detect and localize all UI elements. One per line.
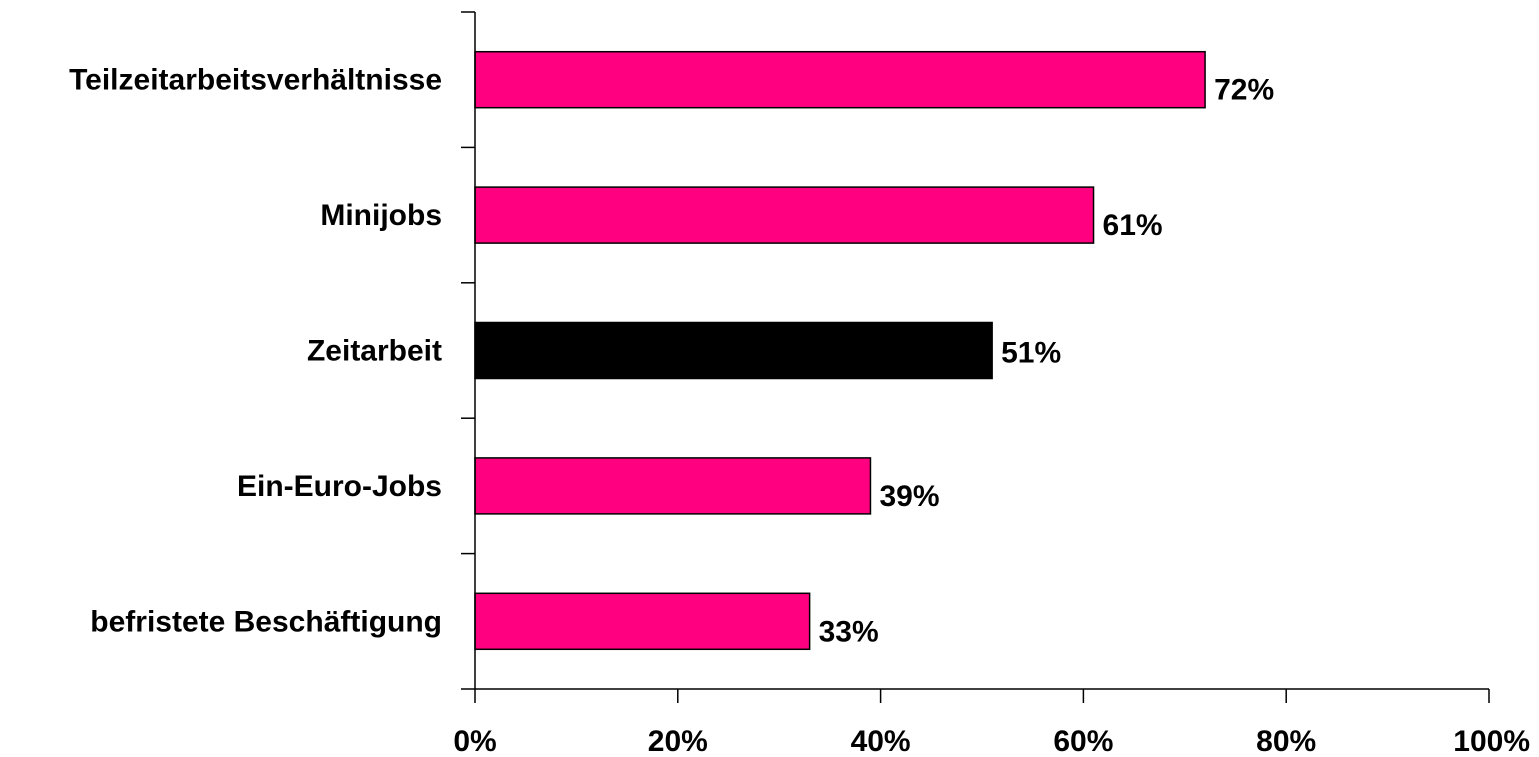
bar-minijobs	[474, 186, 1095, 244]
category-label-teilzeitarbeitsverhaeltnisse: Teilzeitarbeitsverhältnisse	[69, 64, 442, 97]
category-label-minijobs: Minijobs	[320, 199, 442, 232]
x-axis-ticks	[474, 689, 1490, 703]
x-tick-label: 40%	[851, 725, 911, 757]
value-labels: 72% 61% 51% 39% 33%	[819, 74, 1275, 649]
bars-group	[474, 50, 1206, 651]
value-label-befristete-beschaeftigung: 33%	[819, 615, 879, 648]
bar-ein-euro-jobs	[474, 457, 872, 515]
bar-befristete-beschaeftigung	[474, 592, 811, 651]
y-axis-ticks	[461, 11, 475, 555]
value-label-teilzeitarbeitsverhaeltnisse: 72%	[1214, 74, 1274, 107]
x-tick-label: 60%	[1053, 725, 1113, 757]
x-tick-label: 0%	[453, 725, 496, 757]
x-axis-tick-labels: 0% 20% 40% 60% 80% 100%	[453, 725, 1530, 757]
x-tick-label: 100%	[1453, 725, 1530, 757]
bar-zeitarbeit	[474, 321, 993, 380]
category-label-ein-euro-jobs: Ein-Euro-Jobs	[237, 470, 442, 503]
value-label-minijobs: 61%	[1103, 209, 1163, 242]
axes	[461, 12, 1489, 690]
x-tick-label: 20%	[648, 725, 708, 757]
category-label-befristete-beschaeftigung: befristete Beschäftigung	[90, 605, 442, 638]
value-label-zeitarbeit: 51%	[1001, 337, 1061, 370]
value-label-ein-euro-jobs: 39%	[879, 480, 939, 513]
category-label-zeitarbeit: Zeitarbeit	[307, 335, 442, 368]
x-tick-label: 80%	[1256, 725, 1316, 757]
category-labels: Teilzeitarbeitsverhältnisse Minijobs Zeita…	[69, 64, 442, 639]
bar-teilzeitarbeitsverhaeltnisse	[474, 50, 1206, 109]
